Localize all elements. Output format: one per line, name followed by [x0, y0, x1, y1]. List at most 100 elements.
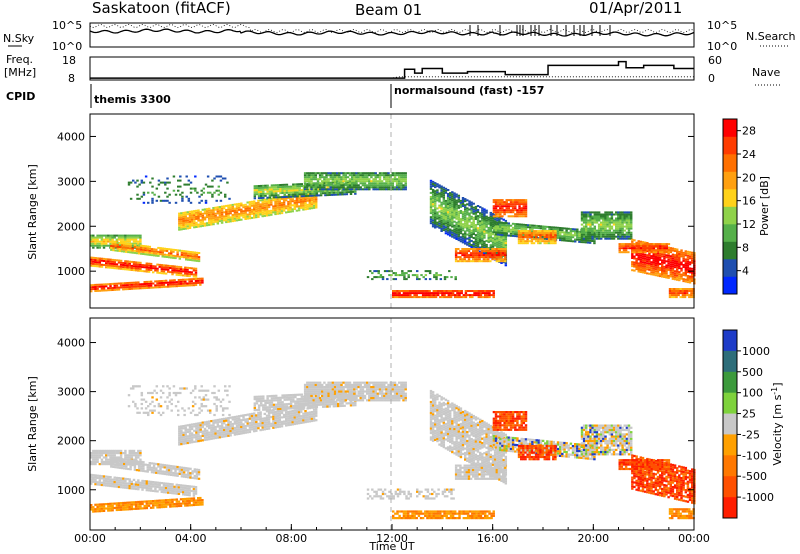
- heatmap-cell: [156, 506, 159, 509]
- heatmap-cell: [214, 214, 217, 217]
- heatmap-cell: [491, 217, 495, 219]
- heatmap-cell: [463, 254, 466, 257]
- heatmap-cell: [431, 189, 435, 191]
- heatmap-cell: [304, 200, 307, 203]
- heatmap-cell: [644, 247, 647, 250]
- heatmap-cell: [688, 275, 692, 278]
- heatmap-cell: [483, 226, 486, 229]
- heatmap-cell: [152, 500, 155, 503]
- heatmap-cell: [338, 182, 341, 185]
- heatmap-cell: [315, 196, 318, 199]
- heatmap-cell: [476, 239, 480, 242]
- heatmap-cell: [253, 214, 256, 217]
- heatmap-cell: [157, 183, 161, 186]
- heatmap-cell: [110, 244, 113, 247]
- heatmap-cell: [440, 225, 443, 228]
- heatmap-cell: [652, 261, 655, 264]
- heatmap-cell: [220, 207, 224, 210]
- heatmap-cell: [366, 174, 369, 177]
- heatmap-cell: [505, 199, 508, 202]
- heatmap-cell: [608, 219, 612, 222]
- heatmap-cell: [631, 261, 634, 264]
- heatmap-cell: [155, 254, 158, 257]
- heatmap-cell: [124, 236, 127, 239]
- heatmap-cell: [92, 234, 95, 237]
- heatmap-cell: [226, 181, 229, 184]
- heatmap-cell: [483, 224, 486, 227]
- heatmap-cell: [118, 246, 122, 248]
- heatmap-cell: [323, 172, 326, 175]
- heatmap-cell: [409, 270, 413, 273]
- heatmap-cell: [312, 200, 316, 203]
- heatmap-cell: [278, 198, 282, 201]
- noise-sky-line: [89, 28, 695, 37]
- heatmap-cell: [304, 208, 307, 211]
- heatmap-cell: [219, 199, 223, 202]
- heatmap-cell: [242, 204, 245, 207]
- heatmap-cell: [617, 221, 620, 224]
- heatmap-cell: [334, 193, 338, 196]
- heatmap-cell: [270, 184, 274, 187]
- heatmap-cell: [637, 264, 640, 267]
- heatmap-cell: [631, 243, 634, 246]
- heatmap-cell: [641, 253, 645, 256]
- heatmap-cell: [429, 204, 433, 206]
- heatmap-cell: [468, 200, 471, 203]
- heatmap-cell: [270, 197, 273, 200]
- heatmap-cell: [668, 296, 672, 299]
- heatmap-cell: [208, 211, 211, 214]
- heatmap-cell: [444, 224, 448, 227]
- heatmap-cell: [162, 285, 166, 288]
- heatmap-cell: [171, 285, 174, 288]
- heatmap-cell: [587, 229, 590, 232]
- heatmap-cell: [277, 196, 280, 199]
- heatmap-cell: [574, 228, 577, 231]
- heatmap-cell: [336, 182, 339, 185]
- heatmap-cell: [591, 237, 594, 240]
- heatmap-cell: [615, 219, 618, 222]
- heatmap-cell: [196, 191, 199, 194]
- heatmap-cell: [182, 252, 186, 255]
- heatmap-cell: [345, 193, 349, 196]
- heatmap-cell: [686, 266, 690, 269]
- colorbar-swatch: [723, 136, 737, 155]
- heatmap-cell: [160, 272, 164, 275]
- heatmap-cell: [625, 221, 629, 224]
- heatmap-cell: [453, 216, 456, 219]
- heatmap-cell: [446, 195, 450, 197]
- heatmap-cell: [231, 205, 235, 208]
- heatmap-cell: [107, 287, 110, 290]
- heatmap-cell: [587, 213, 590, 216]
- heatmap-cell: [633, 249, 636, 252]
- heatmap-cell: [571, 234, 575, 237]
- heatmap-cell: [257, 203, 260, 206]
- heatmap-cell: [502, 218, 505, 221]
- heatmap-cell: [164, 181, 167, 184]
- heatmap-cell: [297, 207, 301, 210]
- heatmap-cell: [457, 194, 461, 197]
- heatmap-cell: [167, 283, 170, 286]
- heatmap-cell: [199, 225, 202, 228]
- heatmap-cell: [117, 259, 121, 262]
- heatmap-cell: [354, 190, 357, 193]
- heatmap-cell: [641, 243, 645, 246]
- heatmap-cell: [530, 236, 534, 239]
- heatmap-cell: [193, 226, 196, 229]
- heatmap-cell: [189, 255, 192, 257]
- heatmap-cell: [130, 285, 134, 288]
- heatmap-cell: [642, 245, 645, 248]
- heatmap-cell: [498, 246, 501, 249]
- heatmap-cell: [342, 178, 345, 181]
- heatmap-cell: [617, 237, 620, 240]
- heatmap-cell: [139, 240, 142, 243]
- heatmap-cell: [691, 261, 694, 264]
- heatmap-cell: [391, 180, 395, 183]
- heatmap-cell: [194, 269, 198, 272]
- heatmap-cell: [457, 198, 461, 201]
- heatmap-cell: [526, 240, 529, 243]
- heatmap-cell: [524, 242, 527, 245]
- heatmap-cell: [355, 184, 358, 187]
- heatmap-cell: [184, 497, 187, 501]
- heatmap-cell: [633, 269, 636, 272]
- heatmap-cell: [171, 267, 174, 270]
